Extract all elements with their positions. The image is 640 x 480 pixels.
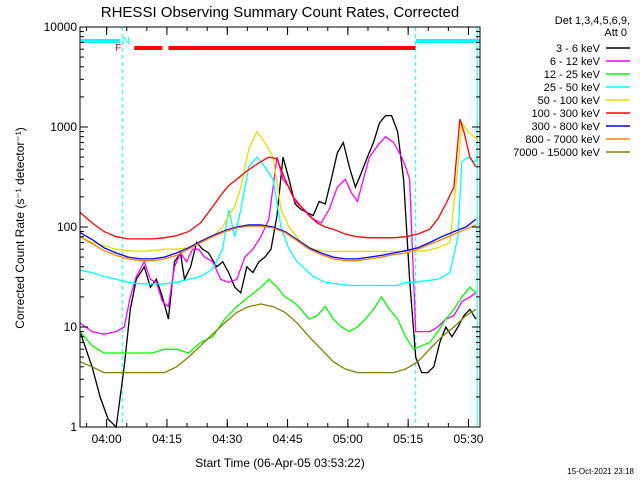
y-tick-label: 10000 bbox=[44, 20, 78, 34]
series-line-4 bbox=[79, 121, 479, 253]
flag-label-F: F bbox=[115, 43, 121, 54]
footer-timestamp: 15-Oct-2021 23:18 bbox=[567, 467, 634, 476]
series-line-5 bbox=[79, 118, 477, 240]
x-tick-label: 04:15 bbox=[152, 432, 182, 446]
legend-label-2: 12 - 25 keV bbox=[544, 69, 601, 81]
y-axis-label: Corrected Count Rate (s⁻¹ detector⁻¹) bbox=[13, 127, 27, 328]
axis-layer: 1 10 100 1000 10000 04:00 04:15 04:30 04:45 05:00… bbox=[44, 20, 484, 446]
x-axis-label: Start Time (06-Apr-05 03:53:22) bbox=[195, 456, 364, 470]
chart-title: RHESSI Observing Summary Count Rates, Co… bbox=[101, 4, 459, 21]
flag-label-N: N bbox=[123, 36, 130, 47]
legend-label-3: 25 - 50 keV bbox=[544, 82, 601, 94]
series-line-7 bbox=[79, 224, 477, 262]
y-tick-label: 1 bbox=[70, 420, 77, 434]
legend-label-7: 800 - 7000 keV bbox=[525, 134, 600, 146]
series-line-1 bbox=[79, 135, 477, 335]
x-tick-label: 04:30 bbox=[212, 432, 242, 446]
x-tick-label: 05:00 bbox=[333, 432, 363, 446]
legend-label-4: 50 - 100 keV bbox=[538, 95, 601, 107]
legend-label-1: 6 - 12 keV bbox=[550, 56, 601, 68]
y-tick-label: 1000 bbox=[50, 120, 77, 134]
x-tick-label: 04:00 bbox=[92, 432, 122, 446]
y-tick-label: 10 bbox=[64, 320, 78, 334]
series-layer bbox=[79, 114, 479, 429]
series-line-8 bbox=[79, 303, 477, 374]
x-tick-label: 05:30 bbox=[453, 432, 483, 446]
x-tick-label: 05:15 bbox=[393, 432, 423, 446]
legend-label-6: 300 - 800 keV bbox=[532, 121, 601, 133]
series-line-6 bbox=[79, 218, 477, 260]
y-tick-label: 100 bbox=[57, 220, 77, 234]
series-line-2 bbox=[79, 278, 477, 354]
legend-label-5: 100 - 300 keV bbox=[532, 108, 601, 120]
legend-header-line: Det 1,3,4,5,6,9, bbox=[555, 15, 630, 27]
series-line-3 bbox=[79, 156, 479, 287]
x-tick-label: 04:45 bbox=[273, 432, 303, 446]
legend-header-line: Att 0 bbox=[604, 27, 627, 39]
legend-label-0: 3 - 6 keV bbox=[556, 43, 601, 55]
legend-label-8: 7000 - 15000 keV bbox=[513, 147, 601, 159]
